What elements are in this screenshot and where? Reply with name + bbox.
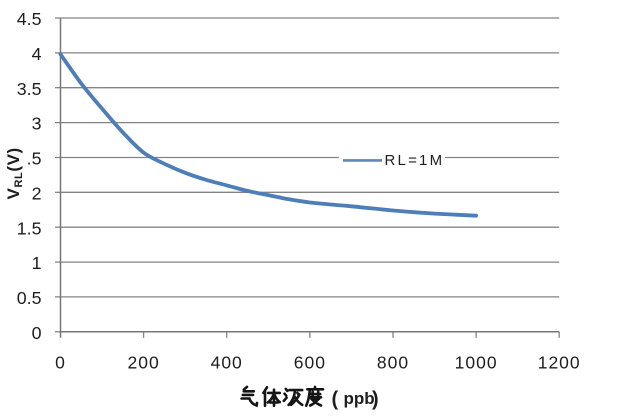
svg-text:4.5: 4.5 [17, 9, 42, 29]
svg-text:0.5: 0.5 [17, 288, 42, 308]
svg-text:2: 2 [32, 183, 42, 203]
svg-text:1.5: 1.5 [17, 218, 42, 238]
svg-text:RL=1M: RL=1M [385, 152, 445, 169]
svg-text:1000: 1000 [455, 353, 498, 373]
svg-text:(: ( [332, 389, 339, 411]
svg-text:0: 0 [32, 323, 42, 343]
svg-text:400: 400 [211, 353, 243, 373]
svg-text:1: 1 [32, 253, 42, 273]
svg-text:800: 800 [377, 353, 409, 373]
svg-text:600: 600 [294, 353, 326, 373]
svg-text:): ) [372, 389, 379, 411]
svg-text:ppb: ppb [344, 389, 375, 408]
svg-text:1200: 1200 [538, 353, 581, 373]
svg-text:3.5: 3.5 [17, 79, 42, 99]
svg-text:4: 4 [32, 44, 42, 64]
svg-text:0: 0 [55, 353, 66, 373]
svg-text:3: 3 [32, 114, 42, 134]
svg-text:200: 200 [127, 353, 159, 373]
